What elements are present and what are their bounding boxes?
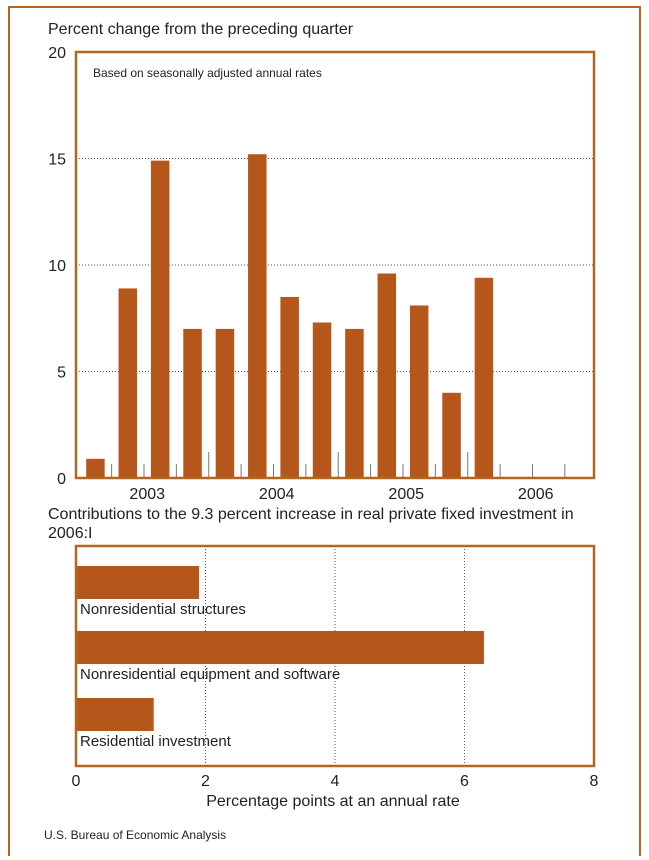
x-tick-label: 2003 (129, 486, 165, 503)
hbar (76, 698, 154, 731)
hbar (76, 566, 200, 599)
hbar (76, 631, 484, 664)
bar (377, 273, 397, 478)
x-tick-label: 2004 (259, 486, 295, 503)
y-tick-label: 20 (48, 45, 66, 62)
bar (248, 154, 267, 479)
category-label: Residential investment (80, 733, 232, 750)
x-tick-label: 2 (201, 773, 210, 790)
top-chart-title: Percent change from the preceding quarte… (48, 21, 354, 38)
chart-annotation: Based on seasonally adjusted annual rate… (93, 66, 322, 80)
x-tick-label: 6 (460, 773, 469, 790)
x-tick-label: 2005 (388, 486, 424, 503)
x-tick-label: 8 (590, 773, 599, 790)
x-tick-label: 0 (72, 773, 81, 790)
figure-frame (8, 6, 641, 856)
plot-border (74, 544, 596, 768)
bottom-chart-title: Contributions to the 9.3 percent increas… (48, 506, 574, 542)
y-tick-label: 10 (48, 258, 66, 275)
y-tick-label: 0 (57, 471, 66, 488)
source-note: U.S. Bureau of Economic Analysis (44, 828, 227, 842)
bar (345, 328, 364, 478)
bar (118, 288, 138, 478)
plot-border (74, 50, 596, 480)
x-axis-label: Percentage points at an annual rate (206, 793, 460, 810)
bar (312, 322, 332, 478)
y-tick-label: 5 (57, 365, 66, 382)
bar (215, 328, 235, 478)
bar (150, 160, 170, 478)
category-label: Nonresidential structures (80, 601, 246, 618)
category-label: Nonresidential equipment and software (80, 666, 340, 683)
bar (86, 458, 105, 478)
bar (280, 296, 299, 478)
bar (474, 277, 494, 478)
bar (442, 392, 461, 478)
bar (183, 328, 202, 478)
x-tick-label: 2006 (518, 486, 554, 503)
bar (409, 305, 429, 478)
y-tick-label: 15 (48, 152, 66, 169)
x-tick-label: 4 (331, 773, 340, 790)
